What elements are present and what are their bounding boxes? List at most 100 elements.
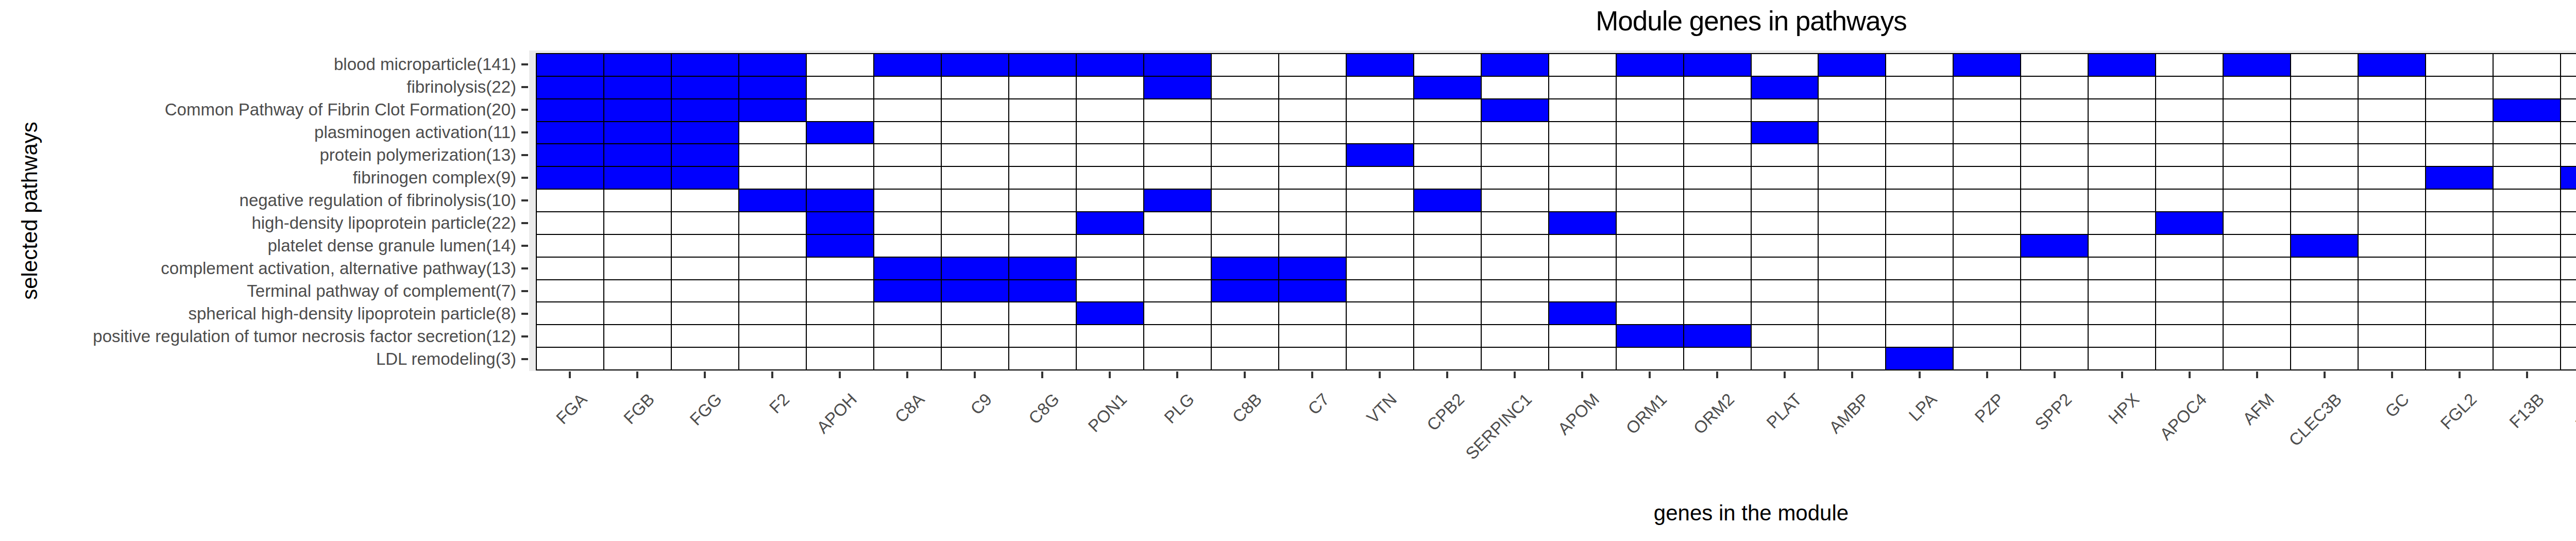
heatmap-cell xyxy=(1482,99,1548,121)
heatmap-cell xyxy=(1684,348,1751,369)
heatmap-cell xyxy=(1684,54,1751,76)
heatmap-cell xyxy=(1009,302,1076,324)
heatmap-cell xyxy=(739,144,806,166)
heatmap-cell xyxy=(1617,212,1683,234)
heatmap-cell xyxy=(1414,167,1481,189)
heatmap-cell xyxy=(672,348,738,369)
heatmap-cell xyxy=(2021,258,2088,279)
heatmap-cell xyxy=(1819,54,1885,76)
heatmap-cell xyxy=(537,302,603,324)
heatmap-cell xyxy=(2494,77,2560,98)
heatmap-cell xyxy=(1279,348,1346,369)
heatmap-cell xyxy=(1752,235,1818,257)
heatmap-cell xyxy=(2359,54,2425,76)
heatmap-cell xyxy=(2021,190,2088,211)
heatmap-cell xyxy=(604,348,671,369)
y-axis-tick-label: high-density lipoprotein particle(22) xyxy=(0,213,516,233)
heatmap-cell xyxy=(1144,325,1211,347)
heatmap-cell xyxy=(874,302,941,324)
heatmap-cell xyxy=(2561,54,2576,76)
heatmap-cell xyxy=(1482,258,1548,279)
heatmap-cell xyxy=(739,54,806,76)
heatmap-cell xyxy=(1954,144,2020,166)
heatmap-cell xyxy=(2359,348,2425,369)
heatmap-cell xyxy=(1077,167,1143,189)
heatmap-cell xyxy=(2426,302,2493,324)
heatmap-cell xyxy=(1077,77,1143,98)
heatmap-cell xyxy=(1077,258,1143,279)
heatmap-cell xyxy=(2156,167,2223,189)
y-axis-tick xyxy=(521,177,528,179)
heatmap-cell xyxy=(604,99,671,121)
heatmap-cell xyxy=(604,54,671,76)
heatmap-cell xyxy=(1886,54,1953,76)
heatmap-cell xyxy=(604,302,671,324)
heatmap-cell xyxy=(2291,212,2358,234)
heatmap-grid xyxy=(536,53,2576,370)
heatmap-cell xyxy=(1077,235,1143,257)
x-axis-tick xyxy=(569,371,571,378)
heatmap-cell xyxy=(807,167,873,189)
heatmap-cell xyxy=(1414,54,1481,76)
heatmap-cell xyxy=(2021,348,2088,369)
heatmap-cell xyxy=(1617,190,1683,211)
heatmap-cell xyxy=(1819,348,1885,369)
heatmap-cell xyxy=(1886,122,1953,144)
heatmap-cell xyxy=(2426,99,2493,121)
heatmap-cell xyxy=(1077,190,1143,211)
heatmap-cell xyxy=(1954,235,2020,257)
x-axis-tick xyxy=(1446,371,1448,378)
heatmap-cell xyxy=(1414,212,1481,234)
heatmap-cell xyxy=(1684,122,1751,144)
heatmap-cell xyxy=(1077,99,1143,121)
heatmap-cell xyxy=(1954,167,2020,189)
heatmap-cell xyxy=(1347,190,1413,211)
heatmap-cell xyxy=(2291,122,2358,144)
heatmap-cell xyxy=(537,54,603,76)
x-axis-tick xyxy=(974,371,976,378)
heatmap-cell xyxy=(2291,302,2358,324)
heatmap-cell xyxy=(2359,302,2425,324)
y-axis-tick-label: Terminal pathway of complement(7) xyxy=(0,281,516,301)
x-axis-tick xyxy=(1919,371,1921,378)
heatmap-cell xyxy=(1954,348,2020,369)
heatmap-cell xyxy=(2494,235,2560,257)
heatmap-cell xyxy=(2359,190,2425,211)
heatmap-cell xyxy=(2561,325,2576,347)
heatmap-cell xyxy=(1347,122,1413,144)
heatmap-cell xyxy=(604,144,671,166)
x-axis-tick xyxy=(2324,371,2326,378)
heatmap-cell xyxy=(1279,167,1346,189)
heatmap-cell xyxy=(537,190,603,211)
heatmap-cell xyxy=(1549,167,1616,189)
heatmap-cell xyxy=(2089,77,2155,98)
heatmap-cell xyxy=(739,325,806,347)
heatmap-cell xyxy=(942,348,1008,369)
heatmap-cell xyxy=(2291,348,2358,369)
heatmap-cell xyxy=(1144,77,1211,98)
heatmap-cell xyxy=(1482,280,1548,302)
heatmap-cell xyxy=(2494,280,2560,302)
heatmap-cell xyxy=(1279,235,1346,257)
heatmap-cell xyxy=(1009,325,1076,347)
heatmap-cell xyxy=(2494,348,2560,369)
heatmap-cell xyxy=(2224,235,2290,257)
x-axis-tick xyxy=(2054,371,2056,378)
heatmap-cell xyxy=(2426,144,2493,166)
heatmap-cell xyxy=(1414,99,1481,121)
heatmap-cell xyxy=(1212,325,1278,347)
heatmap-cell xyxy=(942,167,1008,189)
x-axis-tick xyxy=(1716,371,1718,378)
heatmap-cell xyxy=(1009,144,1076,166)
x-axis-tick xyxy=(1851,371,1853,378)
x-axis-tick xyxy=(1514,371,1516,378)
heatmap-cell xyxy=(2291,99,2358,121)
heatmap-cell xyxy=(537,258,603,279)
heatmap-cell xyxy=(1414,122,1481,144)
heatmap-cell xyxy=(1886,144,1953,166)
heatmap-cell xyxy=(1617,122,1683,144)
heatmap-cell xyxy=(1954,54,2020,76)
heatmap-cell xyxy=(1347,235,1413,257)
heatmap-cell xyxy=(1482,348,1548,369)
heatmap-cell xyxy=(2224,258,2290,279)
